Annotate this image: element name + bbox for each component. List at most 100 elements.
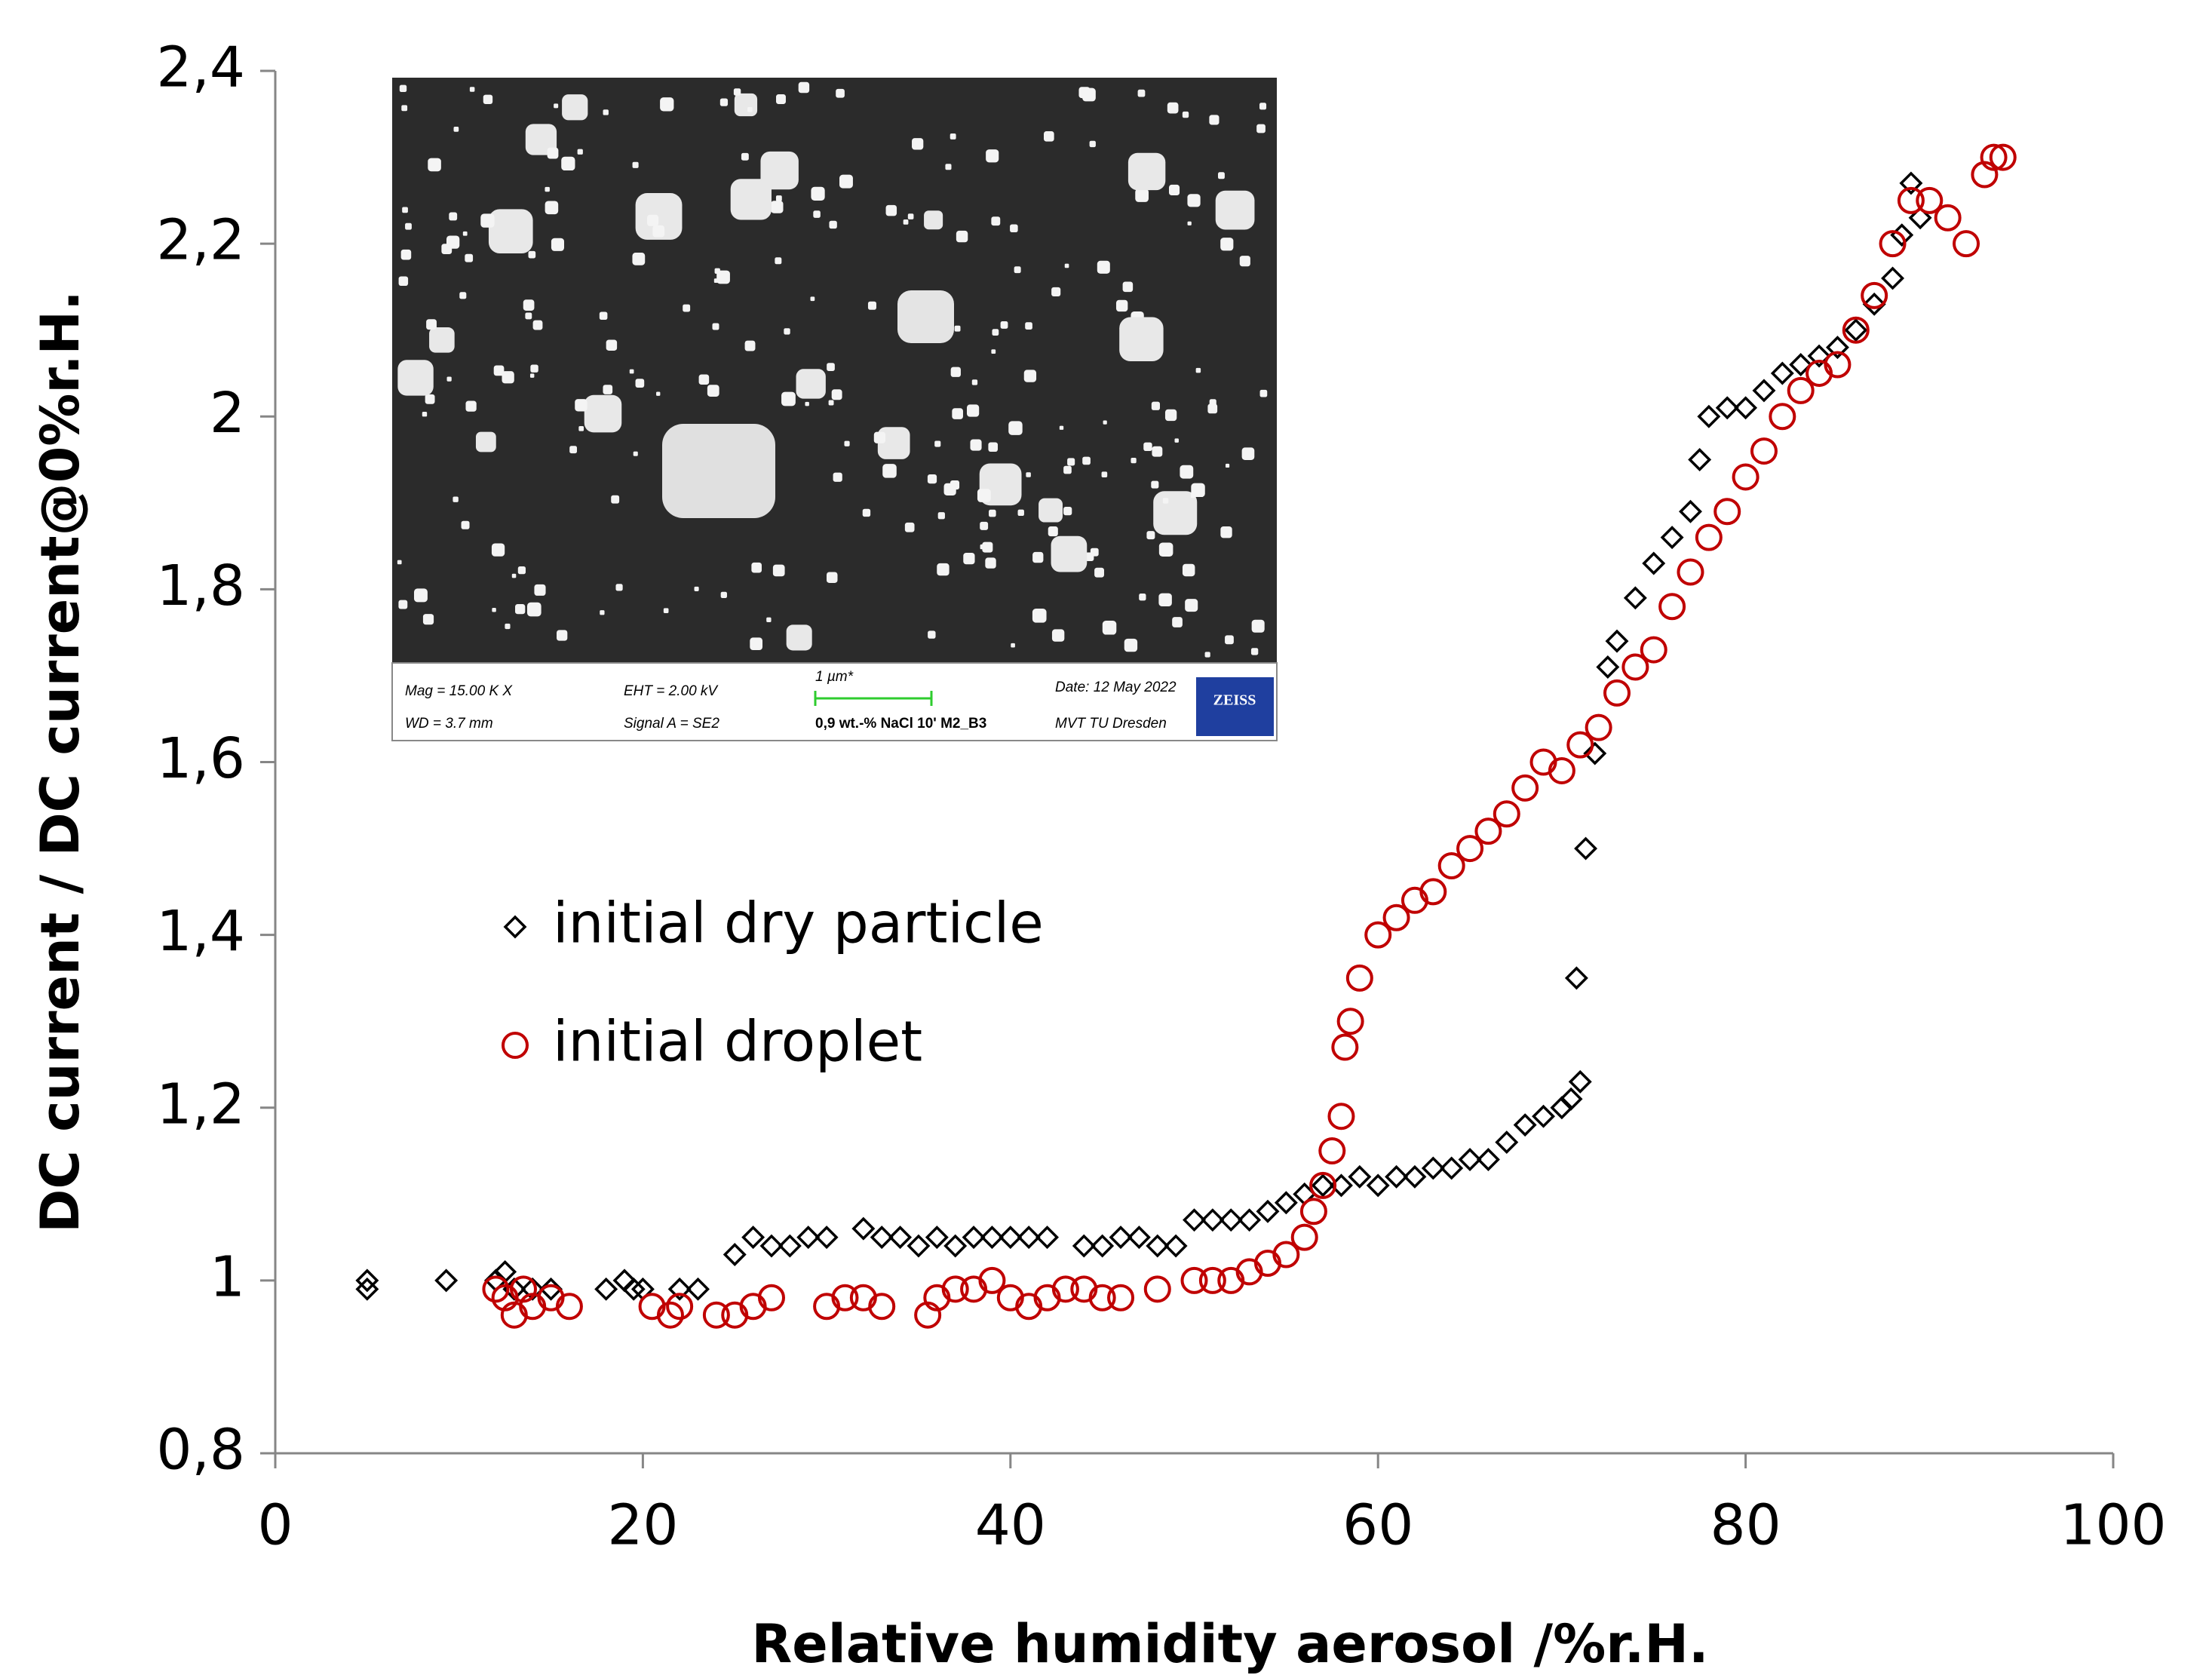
x-tick-label: 0: [257, 1493, 293, 1558]
diamond-marker: [1109, 1226, 1133, 1250]
diamond-marker: [999, 1226, 1023, 1250]
sem-particle: [950, 367, 961, 377]
diamond-marker: [1513, 1113, 1537, 1137]
sem-particle: [1164, 409, 1177, 422]
diamond-marker: [943, 1234, 968, 1258]
sem-particle: [1017, 509, 1024, 517]
diamond-marker: [723, 1243, 747, 1266]
sem-particle: [422, 614, 434, 625]
circle-marker: [1621, 653, 1649, 681]
circle-marker: [1713, 498, 1741, 526]
sem-particle: [784, 328, 790, 335]
sem-particle: [1051, 629, 1065, 642]
sem-mag: Mag = 15.00 K X: [405, 683, 513, 699]
circle-marker: [1382, 903, 1410, 931]
sem-eht: EHT = 2.00 kV: [624, 683, 719, 699]
sem-particle: [1135, 189, 1149, 202]
diamond-marker: [1825, 336, 1849, 360]
circle-marker: [1336, 1008, 1364, 1035]
sem-particle: [954, 325, 961, 332]
sem-particle: [1158, 593, 1172, 607]
diamond-marker: [1881, 266, 1905, 290]
x-axis-title: Relative humidity aerosol /%r.H.: [751, 1613, 1708, 1675]
sem-particle: [425, 394, 435, 404]
sem-particle: [831, 389, 842, 400]
sem-particle: [971, 379, 978, 385]
sem-particle: [1225, 635, 1234, 645]
sem-particle: [775, 195, 782, 202]
sem-particle: [1187, 194, 1201, 207]
circle-marker: [555, 1293, 583, 1321]
sem-particle: [399, 84, 407, 93]
sem-particle: [707, 385, 719, 397]
circle-marker: [914, 1301, 942, 1329]
sem-particle: [1094, 567, 1104, 578]
diamond-marker: [1403, 1164, 1427, 1189]
sem-particle: [401, 105, 408, 112]
sem-particle: [663, 608, 669, 614]
sem-particle: [1139, 594, 1146, 601]
sem-particle: [903, 219, 909, 225]
sem-particle: [760, 151, 799, 190]
sem-particle: [730, 179, 772, 220]
sem-particle: [557, 630, 568, 641]
legend-label: initial dry particle: [553, 891, 1044, 956]
sem-particle: [525, 312, 532, 320]
circle-marker: [831, 1284, 859, 1311]
sem-particle: [839, 174, 853, 189]
diamond-marker: [1844, 318, 1868, 342]
sem-particle: [1063, 507, 1072, 516]
sem-particle: [569, 446, 578, 454]
sem-particle: [963, 553, 975, 565]
diamond-marker: [434, 1269, 459, 1293]
sem-particle: [459, 292, 467, 299]
sem-particle: [488, 209, 533, 253]
diamond-marker: [1596, 655, 1620, 679]
sem-particle: [829, 220, 837, 229]
circle-marker: [941, 1275, 969, 1303]
y-tick-label: 1: [210, 1244, 245, 1309]
circle-marker: [1787, 376, 1815, 404]
diamond-marker: [1688, 448, 1712, 472]
sem-particle: [1051, 287, 1061, 296]
legend-label: initial droplet: [553, 1010, 922, 1075]
sem-particle: [992, 329, 999, 336]
sem-particle: [1124, 638, 1138, 652]
sem-particle: [511, 573, 517, 578]
sem-particle: [453, 127, 459, 132]
sem-particle: [1259, 103, 1267, 110]
diamond-marker: [1559, 1087, 1583, 1111]
circle-marker: [1107, 1284, 1135, 1311]
circle-marker: [1345, 964, 1373, 992]
diamond-marker: [796, 1226, 821, 1250]
sem-particle: [428, 158, 441, 172]
sem-particle: [611, 495, 620, 504]
circle-marker: [1474, 818, 1502, 845]
sem-particle: [398, 600, 408, 609]
sem-particle: [885, 204, 897, 216]
sem-particle: [928, 630, 936, 639]
diamond-marker: [1574, 836, 1598, 861]
sem-particle: [1143, 442, 1152, 452]
circle-marker: [1585, 713, 1612, 741]
sem-particle: [912, 138, 924, 150]
sem-particle: [1011, 643, 1015, 648]
diamond-marker: [594, 1277, 618, 1301]
diamond-marker: [1274, 1191, 1298, 1215]
sem-particle: [1146, 531, 1155, 540]
diamond-marker: [1752, 379, 1776, 403]
sem-particle: [606, 339, 618, 351]
circle-marker: [1861, 281, 1888, 309]
sem-wd: WD = 3.7 mm: [405, 716, 493, 732]
sem-particle: [991, 216, 1001, 226]
sem-particle: [525, 124, 557, 155]
sem-particle: [1131, 457, 1137, 464]
sem-particle: [405, 222, 412, 230]
sem-particle: [465, 253, 474, 262]
circle-marker: [1051, 1275, 1079, 1303]
sem-signal: Signal A = SE2: [624, 716, 719, 732]
y-axis-title: DC current / DC current@0%r.H.: [29, 290, 91, 1232]
sem-particle: [575, 399, 588, 412]
sem-particle: [1151, 480, 1159, 489]
sem-particle: [534, 584, 546, 596]
